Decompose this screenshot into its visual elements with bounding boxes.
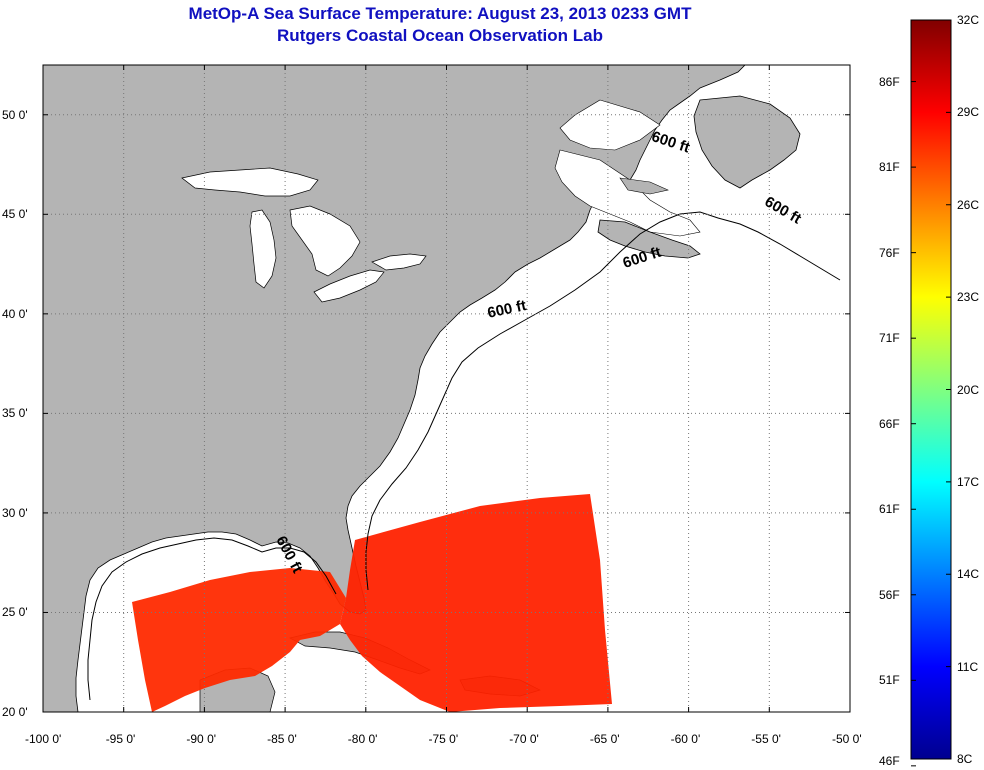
lon-tick-label: -70 0' <box>509 732 539 746</box>
lat-tick-label: 40 0' <box>2 306 28 321</box>
sst-swath <box>132 494 612 712</box>
lon-tick-label: -65 0' <box>589 732 620 746</box>
lat-tick-label: 20 0' <box>2 705 28 719</box>
contour-600ft-gulf <box>87 537 337 701</box>
colorbar-c-label: 29C <box>957 105 980 120</box>
lat-tick-label: 45 0' <box>2 207 28 222</box>
map-subtitle: Rutgers Coastal Ocean Observation Lab <box>277 26 603 45</box>
lake-huron <box>289 205 361 277</box>
colorbar-ticks <box>911 19 951 767</box>
lake-ontario <box>371 253 427 271</box>
colorbar-f-label: 76F <box>879 245 900 260</box>
colorbar-f-label: 46F <box>879 754 900 768</box>
colorbar-c-label: 14C <box>957 567 980 582</box>
lon-tick-label: -100 0' <box>25 732 62 746</box>
map-title: MetOp-A Sea Surface Temperature: August … <box>188 4 692 23</box>
map-grid <box>43 65 850 712</box>
lon-tick-label: -90 0' <box>186 732 217 746</box>
colorbar-f-label: 86F <box>879 74 900 89</box>
lake-michigan <box>249 209 277 289</box>
lat-tick-label: 50 0' <box>2 107 28 122</box>
swath-atlantic <box>340 494 612 712</box>
colorbar-f-label: 81F <box>879 160 900 175</box>
land-nova-scotia <box>597 219 701 259</box>
axis-ticks <box>42 65 851 713</box>
colorbar-c-label: 20C <box>957 382 980 397</box>
lon-tick-label: -85 0' <box>267 732 297 746</box>
hudson-bay-water <box>559 99 661 151</box>
lon-tick-label: -50 0' <box>832 732 862 746</box>
colorbar-c-label: 32C <box>957 13 980 27</box>
colorbar-f-label: 71F <box>879 331 900 346</box>
colorbar-f-label: 51F <box>879 673 900 688</box>
lake-superior <box>181 167 319 197</box>
colorbar-f-label: 61F <box>879 502 900 517</box>
title-block: MetOp-A Sea Surface Temperature: August … <box>0 3 880 47</box>
colorbar-c-label: 23C <box>957 290 980 305</box>
colorbar-c-label: 8C <box>957 752 973 766</box>
lake-erie <box>313 269 385 303</box>
lon-tick-label: -60 0' <box>670 732 701 746</box>
swath-gulf <box>132 568 346 712</box>
colorbar-c-label: 17C <box>957 474 980 489</box>
colorbar-f-label: 56F <box>879 587 900 602</box>
lat-tick-label: 25 0' <box>2 605 28 620</box>
land-anticosti <box>619 177 669 195</box>
colorbar <box>910 19 952 760</box>
lon-tick-label: -80 0' <box>347 732 378 746</box>
colorbar-c-label: 26C <box>957 197 980 212</box>
lon-tick-label: -75 0' <box>428 732 459 746</box>
lat-tick-label: 35 0' <box>2 406 28 421</box>
colorbar-c-label: 11C <box>957 659 979 674</box>
contour-600ft-atlantic <box>365 211 841 591</box>
land-newfoundland <box>693 95 801 189</box>
lon-tick-label: -95 0' <box>105 732 136 746</box>
lat-tick-label: 30 0' <box>2 505 28 520</box>
colorbar-f-label: 66F <box>879 416 900 431</box>
lon-tick-label: -55 0' <box>751 732 781 746</box>
